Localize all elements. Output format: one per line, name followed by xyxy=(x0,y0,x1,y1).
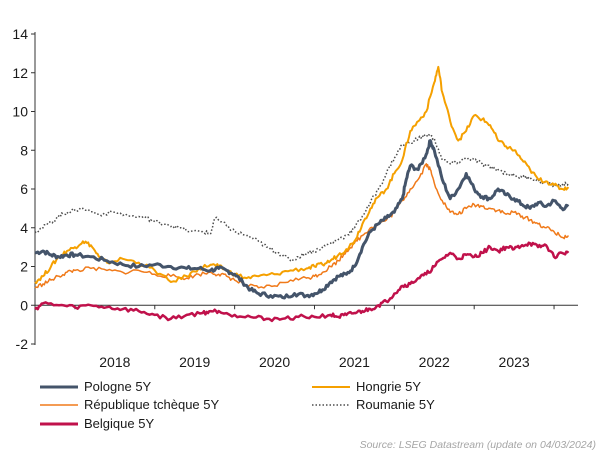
series-line-roumanie-5y xyxy=(34,133,570,263)
x-tick-label-2019: 2019 xyxy=(179,354,210,370)
x-tick-label-2020: 2020 xyxy=(259,354,290,370)
legend-label-belgique: Belgique 5Y xyxy=(84,416,154,431)
series-line-belgique-5y xyxy=(34,241,570,323)
y-axis-ticks: -2 0 2 4 6 8 10 12 14 xyxy=(12,26,35,352)
series-line-pologne-5y xyxy=(34,139,570,300)
legend-item-belgique: Belgique 5Y xyxy=(40,416,154,431)
legend-item-pologne: Pologne 5Y xyxy=(40,379,152,394)
legend-item-roumanie: Roumanie 5Y xyxy=(312,397,435,412)
source-note: Source: LSEG Datastream (update on 04/03… xyxy=(360,439,596,451)
y-tick-label: 6 xyxy=(20,181,28,197)
legend-item-republique-tcheque: République tchèque 5Y xyxy=(40,397,219,412)
x-axis-ticks: 2018 2019 2020 2021 2022 2023 xyxy=(74,305,555,370)
legend-label-republique-tcheque: République tchèque 5Y xyxy=(84,397,219,412)
series-layer xyxy=(34,65,570,323)
legend-label-hongrie: Hongrie 5Y xyxy=(356,379,421,394)
legend-label-roumanie: Roumanie 5Y xyxy=(356,397,435,412)
legend-item-hongrie: Hongrie 5Y xyxy=(312,379,421,394)
x-tick-label-2022: 2022 xyxy=(419,354,450,370)
series-line-hongrie-5y xyxy=(34,65,570,285)
y-tick-label: 4 xyxy=(20,220,28,236)
x-tick-label-2021: 2021 xyxy=(339,354,370,370)
y-tick-label: 8 xyxy=(20,142,28,158)
y-tick-label: 10 xyxy=(12,104,28,120)
y-tick-label: 2 xyxy=(20,259,28,275)
legend: Pologne 5Y Hongrie 5Y République tchèque… xyxy=(40,379,435,431)
y-tick-label: 12 xyxy=(12,65,28,81)
axes xyxy=(34,32,578,345)
legend-label-pologne: Pologne 5Y xyxy=(84,379,152,394)
x-tick-label-2023: 2023 xyxy=(499,354,530,370)
x-tick-label-2018: 2018 xyxy=(99,354,130,370)
y-tick-label: 14 xyxy=(12,26,28,42)
y-tick-label: 0 xyxy=(20,297,28,313)
y-tick-label: -2 xyxy=(16,336,29,352)
